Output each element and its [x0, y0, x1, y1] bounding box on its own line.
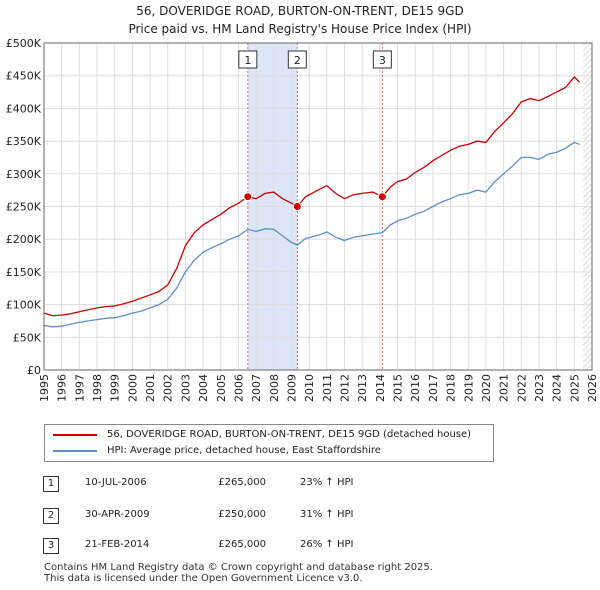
- hpi-series-line: [43, 141, 580, 328]
- x-tick-label: 2012: [339, 374, 352, 402]
- sale-marker-badge: [287, 50, 307, 69]
- footer-line-licence: This data is licensed under the Open Gov…: [44, 573, 363, 584]
- sale-price: £250,000: [218, 509, 266, 520]
- y-tick-label: £300K: [6, 168, 42, 181]
- x-tick-label: 2013: [356, 374, 369, 402]
- y-tick-label: £150K: [6, 266, 42, 279]
- sale-price: £265,000: [218, 477, 266, 488]
- x-tick-label: 2024: [551, 374, 564, 402]
- sale-row: 2 30-APR-2009 £250,000 31% ↑ HPI: [0, 506, 600, 526]
- x-tick-label: 2015: [392, 374, 405, 402]
- x-tick-label: 2010: [303, 374, 316, 402]
- x-tick-label: 2026: [586, 374, 599, 402]
- plot-frame: [43, 42, 593, 371]
- sale-hpi-change: 26% ↑ HPI: [300, 539, 354, 550]
- x-tick-label: 2025: [568, 374, 581, 402]
- sale-date: 10-JUL-2006: [85, 477, 147, 488]
- y-tick-label: £500K: [6, 37, 42, 50]
- chart-legend: 56, DOVERIDGE ROAD, BURTON-ON-TRENT, DE1…: [44, 424, 494, 462]
- sale-point: [243, 192, 253, 202]
- chart-subtitle: Price paid vs. HM Land Registry's House …: [128, 22, 472, 36]
- x-tick-label: 2004: [197, 374, 210, 402]
- sale-row: 1 10-JUL-2006 £265,000 23% ↑ HPI: [0, 474, 600, 494]
- chart-title: 56, DOVERIDGE ROAD, BURTON-ON-TRENT, DE1…: [136, 4, 464, 18]
- sale-date: 30-APR-2009: [85, 509, 150, 520]
- x-tick-label: 2011: [321, 374, 334, 402]
- x-tick-label: 2006: [232, 374, 245, 402]
- sale-price: £265,000: [218, 539, 266, 550]
- x-tick-label: 2022: [515, 374, 528, 402]
- x-tick-label: 2023: [533, 374, 546, 402]
- x-tick-label: 2000: [126, 374, 139, 402]
- x-tick-label: 1995: [38, 374, 51, 402]
- sale-row: 3 21-FEB-2014 £265,000 26% ↑ HPI: [0, 536, 600, 556]
- y-tick-label: £400K: [6, 102, 42, 115]
- legend-label-property: 56, DOVERIDGE ROAD, BURTON-ON-TRENT, DE1…: [107, 429, 472, 440]
- x-tick-label: 1999: [109, 374, 122, 402]
- sale-point: [377, 192, 387, 202]
- sale-marker-label: 2: [294, 54, 301, 67]
- sale-marker-badge: [238, 50, 258, 69]
- sale-hpi-change: 31% ↑ HPI: [300, 509, 354, 520]
- sale-marker-label: 3: [379, 54, 386, 67]
- sale-marker-badge: [372, 50, 392, 69]
- x-tick-label: 2017: [427, 374, 440, 402]
- y-tick-label: £0: [27, 364, 41, 377]
- property-series-line: [43, 76, 581, 317]
- y-tick-label: £350K: [6, 135, 42, 148]
- sale-point: [292, 202, 302, 211]
- x-tick-label: 2002: [162, 374, 175, 402]
- x-tick-label: 2005: [215, 374, 228, 402]
- footer-line-copyright: Contains HM Land Registry data © Crown c…: [44, 562, 433, 573]
- sale-hpi-change: 23% ↑ HPI: [300, 477, 354, 488]
- x-tick-label: 1997: [73, 374, 86, 402]
- x-tick-label: 2009: [285, 374, 298, 402]
- y-tick-label: £50K: [13, 331, 42, 344]
- x-tick-label: 2014: [374, 374, 387, 402]
- x-tick-label: 2019: [462, 374, 475, 402]
- x-tick-label: 2008: [268, 374, 281, 402]
- footer-attribution: Contains HM Land Registry data © Crown c…: [44, 562, 433, 584]
- sale-number-badge: 1: [43, 476, 59, 492]
- sale-marker-label: 1: [244, 54, 251, 67]
- y-tick-label: £250K: [6, 201, 42, 214]
- y-tick-label: £450K: [6, 70, 42, 83]
- sale-date: 21-FEB-2014: [85, 539, 150, 550]
- x-tick-label: 2020: [480, 374, 493, 402]
- x-tick-label: 1998: [91, 374, 104, 402]
- x-tick-label: 2016: [409, 374, 422, 402]
- x-tick-label: 2003: [179, 374, 192, 402]
- x-tick-label: 1996: [56, 374, 69, 402]
- x-tick-label: 2018: [445, 374, 458, 402]
- x-tick-label: 2021: [498, 374, 511, 402]
- legend-label-hpi: HPI: Average price, detached house, East…: [107, 445, 381, 456]
- x-tick-label: 2001: [144, 374, 157, 402]
- y-tick-label: £100K: [6, 299, 42, 312]
- price-chart: £0 £50K £100K £150K £200K £250K £300K £350K £400…: [6, 37, 599, 402]
- x-tick-label: 2007: [250, 374, 263, 402]
- legend-swatch-property: [53, 434, 97, 436]
- sale-number-badge: 2: [43, 508, 59, 524]
- sale-number-badge: 3: [43, 538, 59, 554]
- y-tick-label: £200K: [6, 233, 42, 246]
- legend-swatch-hpi: [53, 450, 97, 452]
